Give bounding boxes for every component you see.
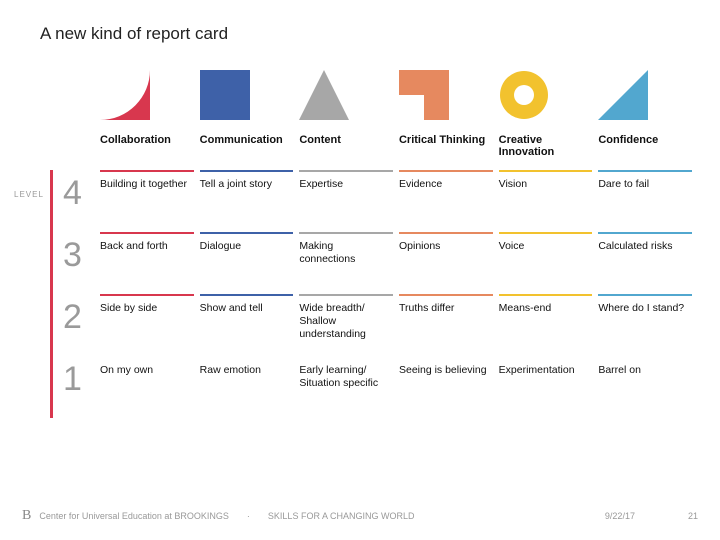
footer-org: Center for Universal Education at BROOKI… [39,511,229,521]
cell-3-conf: Calculated risks [598,232,692,294]
level-number-4: 4 [50,170,94,232]
cell-4-collab: Building it together [100,170,194,232]
level-number-2: 2 [50,294,94,356]
column-icon-collab [100,60,194,126]
cell-4-conf: Dare to fail [598,170,692,232]
cell-3-critical: Opinions [399,232,493,294]
cell-4-critical: Evidence [399,170,493,232]
column-header-creative: Creative Innovation [499,126,593,170]
slide-title: A new kind of report card [40,24,228,44]
footer-left: B Center for Universal Education at BROO… [22,508,414,524]
cell-2-conf: Where do I stand? [598,294,692,356]
cell-4-comm: Tell a joint story [200,170,294,232]
footer-tagline: SKILLS FOR A CHANGING WORLD [268,511,415,521]
footer-right: 9/22/17 21 [605,511,698,521]
cell-4-creative: Vision [499,170,593,232]
level-number-3: 3 [50,232,94,294]
cell-3-content: Making connections [299,232,393,294]
cell-2-comm: Show and tell [200,294,294,356]
column-icon-critical [399,60,493,126]
footer-date: 9/22/17 [605,511,635,521]
column-icon-comm [200,60,294,126]
level-number-1: 1 [50,356,94,418]
footer-separator: · [247,511,250,521]
cell-2-collab: Side by side [100,294,194,356]
column-header-collab: Collaboration [100,126,194,170]
cell-1-content: Early learning/ Situation specific [299,356,393,418]
cell-1-conf: Barrel on [598,356,692,418]
column-icon-content [299,60,393,126]
cell-3-collab: Back and forth [100,232,194,294]
footer: B Center for Universal Education at BROO… [22,508,698,524]
column-header-critical: Critical Thinking [399,126,493,170]
cell-1-creative: Experimentation [499,356,593,418]
column-header-conf: Confidence [598,126,692,170]
cell-2-creative: Means-end [499,294,593,356]
column-icon-creative [499,60,593,126]
cell-2-critical: Truths differ [399,294,493,356]
cell-1-collab: On my own [100,356,194,418]
column-header-content: Content [299,126,393,170]
level-axis-label: LEVEL [14,190,44,199]
cell-2-content: Wide breadth/ Shallow understanding [299,294,393,356]
cell-3-comm: Dialogue [200,232,294,294]
column-icon-conf [598,60,692,126]
cell-4-content: Expertise [299,170,393,232]
rubric-grid: CollaborationCommunicationContentCritica… [50,60,692,418]
cell-1-critical: Seeing is believing [399,356,493,418]
cell-3-creative: Voice [499,232,593,294]
column-header-comm: Communication [200,126,294,170]
footer-page-number: 21 [688,511,698,521]
cell-1-comm: Raw emotion [200,356,294,418]
brand-glyph: B [22,508,31,524]
